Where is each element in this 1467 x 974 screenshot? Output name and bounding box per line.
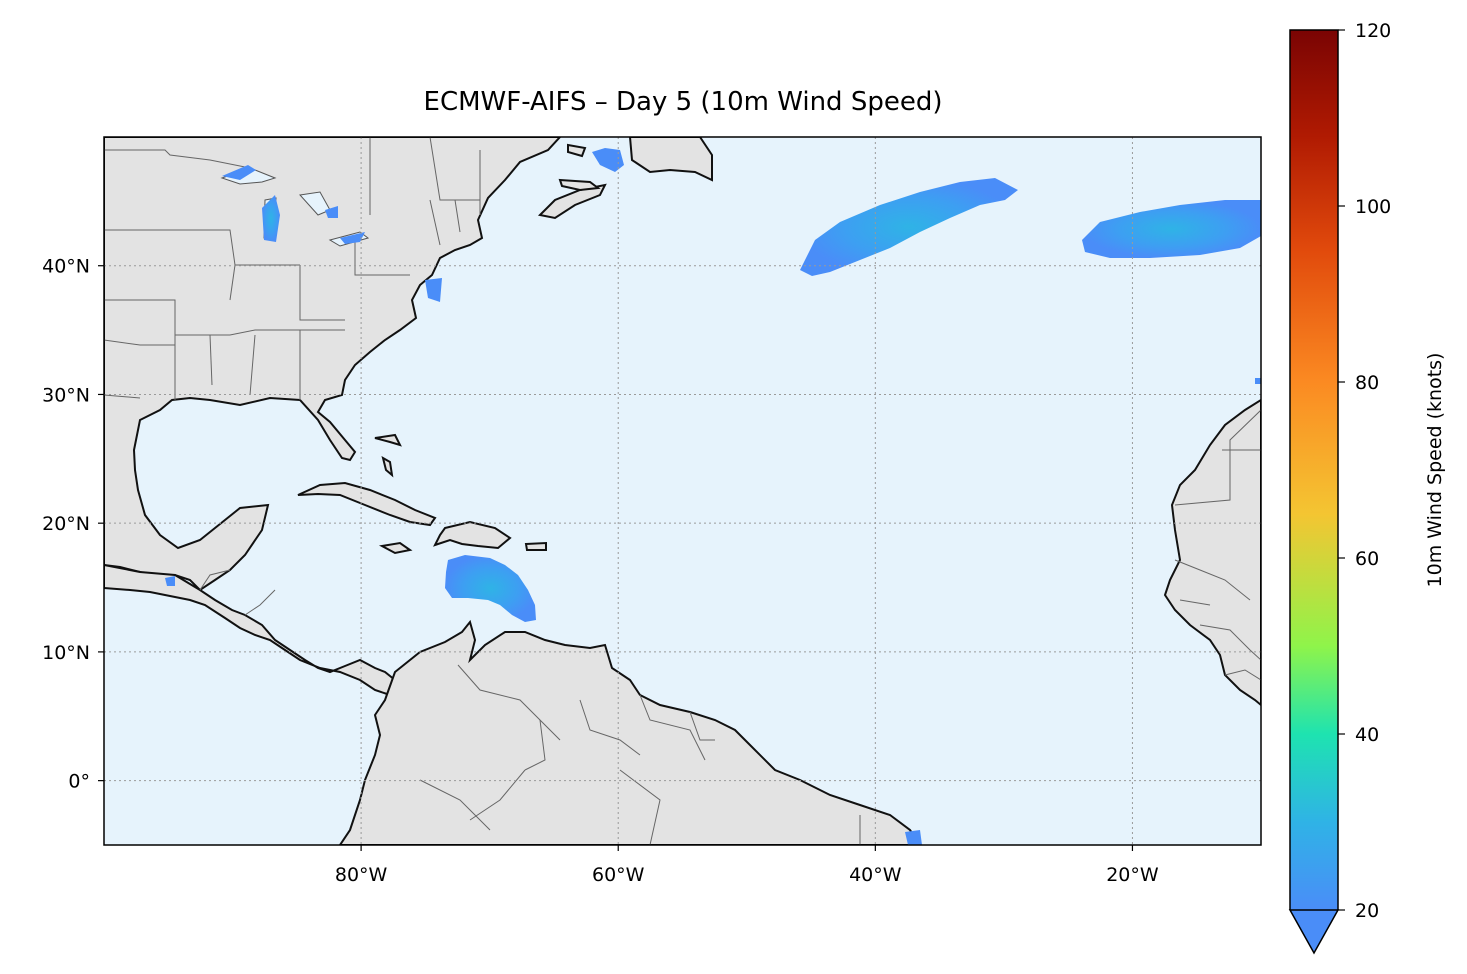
lon-tick-label: 80°W [335, 864, 388, 886]
gridlines [104, 137, 1261, 845]
gulf-of-st-lawrence-wind [592, 148, 624, 172]
chart-title: ECMWF-AIFS – Day 5 (10m Wind Speed) [424, 87, 943, 117]
lon-tick-label: 60°W [592, 864, 645, 886]
colorbar-tick-label: 40 [1355, 724, 1379, 746]
colorbar-gradient [1290, 30, 1338, 910]
map-frame [103, 136, 1262, 846]
puerto-rico-island [524, 541, 547, 551]
colorbar-tick-label: 100 [1355, 196, 1391, 218]
nova-scotia-peninsula [537, 183, 607, 220]
colorbar-tick-label: 120 [1355, 20, 1391, 42]
political-borders [104, 137, 1261, 845]
colorbar-extend-arrow [1288, 909, 1340, 955]
jamaica-island [378, 541, 413, 555]
lat-tick-label: 20°N [42, 513, 90, 535]
lat-tick-label: 0° [68, 771, 90, 793]
map-panel [103, 136, 1262, 846]
newfoundland-island [628, 137, 713, 182]
colorbar-tick-label: 80 [1355, 372, 1379, 394]
cuba-island [297, 481, 437, 527]
colorbar: 20 40 60 80 100 120 10m Wind Speed (knots) [1288, 20, 1446, 955]
lat-tick-label: 40°N [42, 256, 90, 278]
caribbean-high-wind [445, 555, 536, 622]
central-atlantic-wind-band [800, 178, 1018, 276]
lat-tick-label: 10°N [42, 642, 90, 664]
africa-landmass [1163, 398, 1261, 707]
latitude-axis: 40°N 30°N 20°N 10°N 0° [42, 256, 104, 793]
colorbar-tick-label: 60 [1355, 548, 1379, 570]
hispaniola-island [433, 520, 512, 550]
eastern-atlantic-wind-band [1082, 200, 1261, 258]
north-america-landmass [104, 137, 562, 592]
south-america-landmass [338, 619, 922, 845]
great-lakes-wind [262, 195, 280, 242]
maritime-coast [558, 143, 601, 192]
colorbar-ticks: 20 40 60 80 100 120 [1338, 20, 1391, 922]
colorbar-tick-label: 20 [1355, 900, 1379, 922]
colorbar-label: 10m Wind Speed (knots) [1424, 353, 1446, 588]
lon-tick-label: 20°W [1106, 864, 1159, 886]
wind-speed-field [165, 148, 1261, 845]
longitude-axis: 80°W 60°W 40°W 20°W [335, 845, 1159, 886]
lon-tick-label: 40°W [849, 864, 902, 886]
colorbar-frame [1289, 29, 1339, 910]
bahamas-islands [374, 433, 402, 478]
lat-tick-label: 30°N [42, 384, 90, 406]
